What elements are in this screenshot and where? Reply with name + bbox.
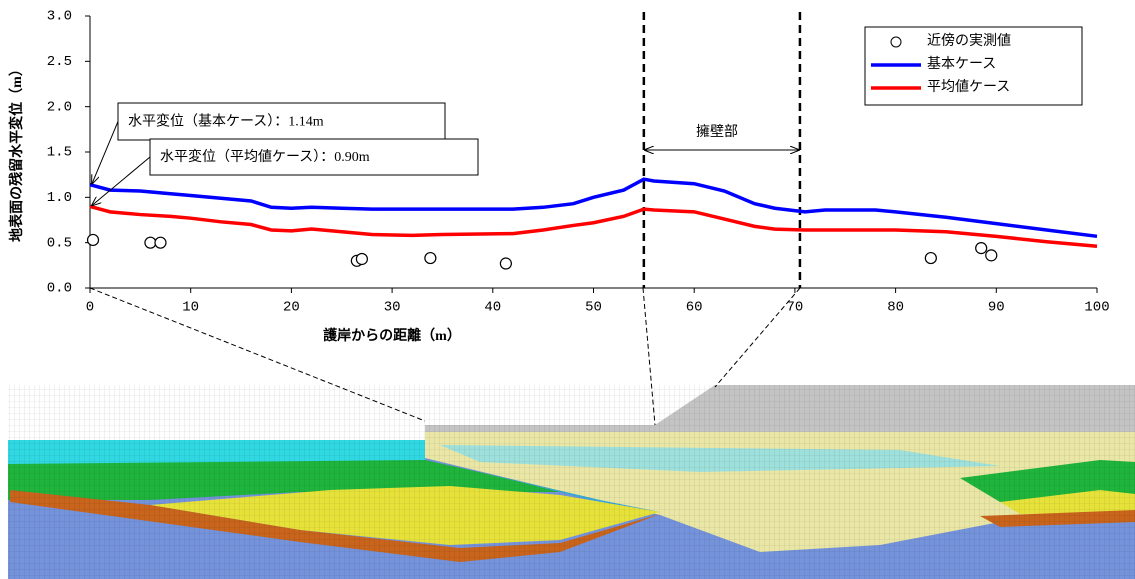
annotation-box xyxy=(149,138,479,176)
y-tick-label: 0.0 xyxy=(47,281,72,297)
region-label: 擁壁部 xyxy=(696,124,738,140)
y-axis-label: 地表面の残留水平変位（m） xyxy=(8,62,25,242)
x-tick-label: 60 xyxy=(686,300,703,316)
annotation-text: 水平変位（平均値ケース）：0.90m xyxy=(160,148,370,165)
x-tick-label: 50 xyxy=(585,300,602,316)
y-tick-label: 0.5 xyxy=(47,235,72,251)
data-point xyxy=(86,233,100,247)
y-tick-label: 2.0 xyxy=(47,99,72,115)
connector xyxy=(642,287,656,426)
series-line xyxy=(89,177,1098,239)
y-tick-label: 1.5 xyxy=(47,145,72,161)
legend-label: 近傍の実測値 xyxy=(927,32,1011,49)
annotation-arrow xyxy=(92,121,119,184)
y-tick-label: 2.5 xyxy=(47,54,72,70)
annotation-arrow xyxy=(92,156,151,205)
x-tick-label: 0 xyxy=(86,300,94,316)
x-tick-label: 70 xyxy=(786,300,803,316)
mesh-grid xyxy=(8,385,1135,579)
data-point xyxy=(144,236,157,249)
fem-mesh xyxy=(8,287,1135,579)
data-point xyxy=(499,257,512,270)
legend-label: 平均値ケース xyxy=(927,79,1010,95)
y-tick-label: 1.0 xyxy=(47,190,72,206)
x-tick-label: 10 xyxy=(182,300,199,316)
data-point xyxy=(985,249,998,262)
data-point xyxy=(424,251,437,265)
data-point xyxy=(975,242,988,255)
x-axis-label: 護岸からの距離（m） xyxy=(323,327,461,344)
x-tick-label: 30 xyxy=(384,300,401,316)
legend-label: 基本ケース xyxy=(927,55,996,72)
x-tick-label: 90 xyxy=(988,300,1005,316)
annotation-text: 水平変位（基本ケース）：1.14m xyxy=(128,113,324,130)
connector xyxy=(89,287,426,422)
y-tick-label: 3.0 xyxy=(47,9,72,25)
data-point xyxy=(154,236,167,249)
x-tick-label: 20 xyxy=(283,300,300,316)
x-tick-label: 80 xyxy=(887,300,904,316)
data-point xyxy=(924,251,937,265)
series-line xyxy=(89,204,1098,249)
connector xyxy=(714,287,801,388)
legend-marker xyxy=(890,36,902,48)
data-point xyxy=(355,252,368,266)
x-tick-label: 100 xyxy=(1084,300,1109,316)
x-tick-label: 40 xyxy=(484,300,501,316)
